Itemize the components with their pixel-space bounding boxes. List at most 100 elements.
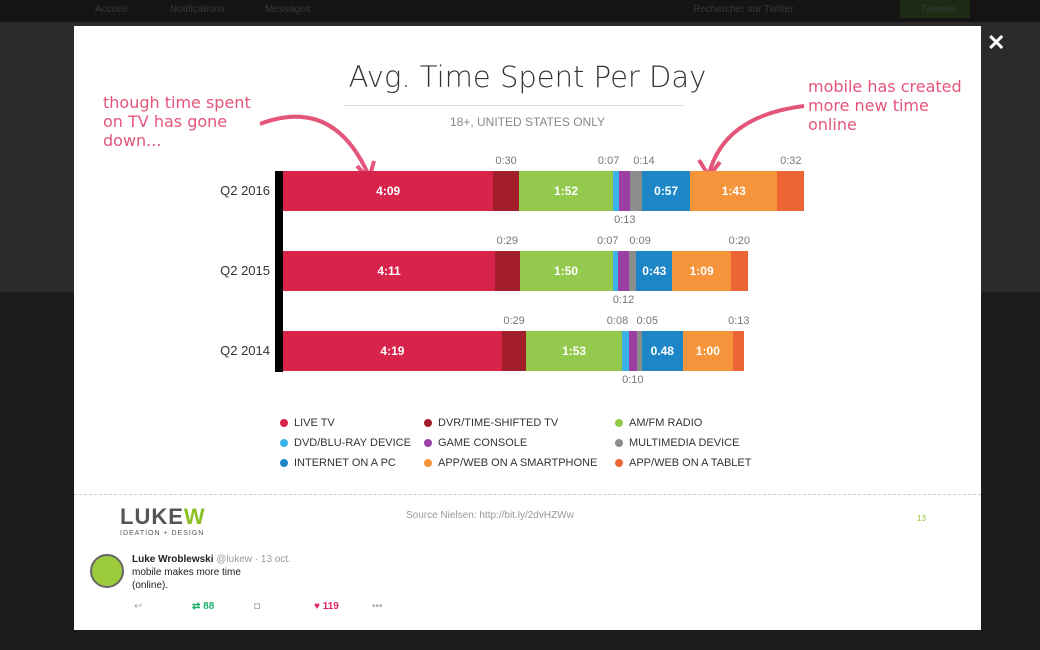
data-label: 0:30 bbox=[495, 155, 517, 167]
bar-segment: 1:53 bbox=[526, 331, 622, 371]
tweet-text-2: (online). bbox=[132, 580, 169, 591]
bar-segment: 1:52 bbox=[518, 171, 614, 211]
data-label: 0:09 bbox=[629, 235, 651, 247]
legend-item: MULTIMEDIA DEVICE bbox=[615, 437, 739, 449]
chart-title: Avg. Time Spent Per Day bbox=[348, 60, 707, 94]
nav-messages[interactable]: Messages bbox=[265, 4, 311, 15]
title-divider bbox=[344, 105, 684, 106]
chart-axis bbox=[275, 171, 283, 372]
legend-label: DVD/BLU-RAY DEVICE bbox=[294, 437, 411, 449]
data-label: 0:08 bbox=[606, 315, 629, 327]
legend-label: LIVE TV bbox=[294, 417, 335, 429]
like-button[interactable]: ♥ 119 bbox=[314, 601, 339, 612]
search-input[interactable]: Rechercher sur Twitter bbox=[693, 4, 794, 15]
bar-segment: 0:43 bbox=[636, 251, 673, 291]
legend-label: AM/FM RADIO bbox=[629, 417, 703, 429]
bar-segment bbox=[612, 251, 619, 291]
legend-item: LIVE TV bbox=[280, 417, 335, 429]
legend-label: APP/WEB ON A SMARTPHONE bbox=[438, 457, 598, 469]
legend-dot-icon bbox=[424, 459, 432, 467]
legend-dot-icon bbox=[615, 439, 623, 447]
row-label: Q2 2016 bbox=[220, 183, 270, 198]
bar-segment bbox=[493, 171, 519, 211]
bar-segment bbox=[618, 251, 629, 291]
legend-item: APP/WEB ON A TABLET bbox=[615, 457, 751, 469]
legend-dot-icon bbox=[280, 439, 288, 447]
bar-segment bbox=[628, 251, 637, 291]
row-label: Q2 2014 bbox=[220, 343, 270, 358]
bar-segment bbox=[628, 331, 638, 371]
legend-label: MULTIMEDIA DEVICE bbox=[629, 437, 740, 449]
bar-segment bbox=[619, 171, 631, 211]
legend-dot-icon bbox=[615, 459, 623, 467]
retweet-icon: ⇄ bbox=[192, 601, 201, 612]
data-label: 0:13 bbox=[728, 315, 750, 327]
nav-home[interactable]: Accueil bbox=[95, 4, 128, 15]
legend-label: GAME CONSOLE bbox=[438, 437, 528, 449]
media-modal: Avg. Time Spent Per Day 18+, UNITED STAT… bbox=[74, 26, 981, 630]
bar-segment bbox=[730, 251, 748, 291]
divider bbox=[74, 494, 981, 495]
bar-segment: 1:50 bbox=[519, 251, 613, 291]
annotation-left: though time spent on TV has gone down... bbox=[103, 93, 251, 150]
avatar[interactable] bbox=[90, 554, 124, 588]
data-label: 0:32 bbox=[780, 155, 802, 167]
author-handle[interactable]: @lukew · 13 oct. bbox=[216, 554, 291, 565]
arrow-left-icon bbox=[259, 114, 371, 177]
bar-segment: 4:11 bbox=[283, 251, 496, 291]
author-name[interactable]: Luke Wroblewski bbox=[132, 554, 214, 565]
bar-row: 4:19 1:53 0.48 1:00 bbox=[283, 331, 745, 371]
bar-segment bbox=[637, 331, 643, 371]
chart-subtitle: 18+, UNITED STATES ONLY bbox=[449, 115, 606, 129]
bar-segment: 1:43 bbox=[690, 171, 778, 211]
legend-label: INTERNET ON A PC bbox=[294, 457, 396, 469]
legend-dot-icon bbox=[280, 459, 288, 467]
arrow-right-icon bbox=[707, 104, 805, 175]
bar-row: 4:09 1:52 0:57 1:43 bbox=[283, 171, 805, 211]
more-icon[interactable]: ••• bbox=[372, 601, 383, 612]
tweet-text-1: mobile makes more time bbox=[132, 567, 241, 578]
page-number: 13 bbox=[917, 514, 926, 523]
legend-item: DVD/BLU-RAY DEVICE bbox=[280, 437, 411, 449]
tweet: Luke Wroblewski @lukew · 13 oct. mobile … bbox=[132, 553, 291, 592]
bar-segment: 0:57 bbox=[642, 171, 691, 211]
legend-label: APP/WEB ON A TABLET bbox=[629, 457, 752, 469]
lukew-logo: LUKEW IDEATION + DESIGN bbox=[120, 504, 206, 537]
legend-item: DVR/TIME-SHIFTED TV bbox=[424, 417, 558, 429]
bar-segment bbox=[613, 171, 620, 211]
bar-segment: 1:09 bbox=[672, 251, 731, 291]
bar-segment bbox=[621, 331, 629, 371]
data-label: 0:07 bbox=[597, 155, 620, 167]
data-label: 0:10 bbox=[622, 374, 644, 386]
data-label: 0:12 bbox=[612, 294, 635, 306]
bar-segment bbox=[495, 251, 520, 291]
data-label: 0:07 bbox=[597, 235, 619, 247]
reply-icon[interactable]: ↩ bbox=[134, 601, 143, 612]
nav-notifications[interactable]: Notifications bbox=[170, 4, 225, 15]
bar-segment: 4:19 bbox=[283, 331, 502, 371]
annotation-right: mobile has created more new time online bbox=[808, 77, 962, 134]
retweet-button[interactable]: ⇄ 88 bbox=[192, 601, 215, 612]
data-label: 0:20 bbox=[728, 235, 751, 247]
legend-label: DVR/TIME-SHIFTED TV bbox=[438, 417, 559, 429]
pocket-icon[interactable]: ◘ bbox=[254, 601, 261, 612]
bar-segment bbox=[501, 331, 527, 371]
bar-row: 4:11 1:50 0:43 1:09 bbox=[283, 251, 748, 291]
bar-segment: 0.48 bbox=[642, 331, 683, 371]
tweet-button[interactable]: Tweeter bbox=[900, 0, 970, 18]
legend-item: GAME CONSOLE bbox=[424, 437, 527, 449]
legend-dot-icon bbox=[615, 419, 623, 427]
legend-item: APP/WEB ON A SMARTPHONE bbox=[424, 457, 597, 469]
source-text: Source Nielsen: http://bit.ly/2dvHZWw bbox=[406, 510, 574, 521]
row-label: Q2 2015 bbox=[220, 263, 270, 278]
bar-segment: 4:09 bbox=[283, 171, 494, 211]
bar-segment: 1:00 bbox=[682, 331, 734, 371]
data-label: 0:14 bbox=[633, 155, 655, 167]
bar-segment bbox=[733, 331, 745, 371]
data-label: 0:05 bbox=[636, 315, 658, 327]
bar-segment bbox=[630, 171, 643, 211]
close-button[interactable]: ✕ bbox=[987, 30, 1006, 55]
bar-segment bbox=[777, 171, 805, 211]
data-label: 0:29 bbox=[496, 235, 519, 247]
heart-icon: ♥ bbox=[314, 601, 320, 612]
